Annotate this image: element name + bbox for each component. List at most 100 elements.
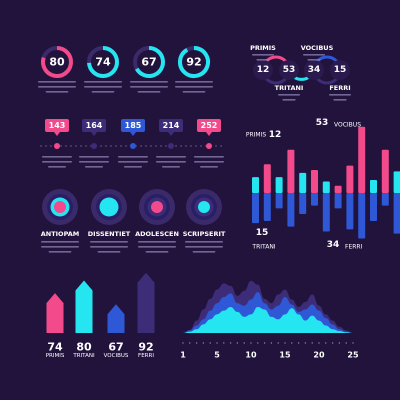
timeline-caption-line: [79, 161, 109, 163]
bar-annotation-label: VOCIBUS: [334, 122, 361, 129]
area-x-tick-label: 1: [180, 351, 186, 360]
link-node-label: FERRI: [329, 84, 350, 92]
area-tick-dot: [243, 342, 245, 344]
bar-annotation-label: TRITANI: [251, 244, 275, 251]
area-tick-dot: [304, 342, 307, 344]
timeline-value: 164: [86, 121, 103, 130]
bar-up: [275, 177, 283, 193]
bar-annotation-value: 53: [316, 118, 329, 128]
area-tick-dot: [189, 342, 191, 344]
timeline-caption-line: [42, 156, 72, 158]
bar-up: [370, 180, 377, 193]
area-tick-dot: [202, 342, 205, 344]
area-tick-dot: [284, 342, 286, 344]
bar-annotation-badge: [267, 127, 283, 143]
bar-annotation-value: 34: [327, 240, 340, 250]
timeline-badge-pointer: [168, 132, 174, 136]
timeline-dot: [130, 143, 136, 149]
donut-arc: [178, 46, 210, 78]
timeline-caption-line: [200, 166, 218, 168]
target-caption-line: [41, 241, 79, 243]
bar-up: [299, 172, 307, 193]
donut-caption-line: [45, 91, 69, 93]
bar-annotation-value: 12: [269, 130, 282, 140]
bar-up: [334, 185, 342, 193]
target-label: DISSENTIET: [88, 230, 131, 238]
timeline-value: 214: [163, 121, 180, 130]
target-caption-line: [138, 246, 176, 248]
donut-value: 67: [141, 56, 156, 69]
arrow-bar-label: VOCIBUS: [104, 353, 129, 359]
arrow-bar: [107, 304, 125, 333]
timeline-value: 143: [49, 121, 66, 130]
donut-caption-line: [137, 91, 161, 93]
arrow-bar-label: PRIMIS: [46, 353, 65, 359]
donut-value: 74: [95, 56, 111, 69]
bar-annotation-badge: [325, 237, 341, 253]
bar-annotation-badge: [314, 115, 330, 131]
timeline-caption-line: [118, 156, 148, 158]
bar-down: [263, 193, 271, 221]
bar-down: [252, 193, 259, 224]
target-core: [54, 201, 66, 213]
timeline-caption-line: [156, 161, 186, 163]
link-caption-line: [303, 54, 325, 56]
link-node-value: 15: [334, 65, 347, 75]
donut-caption-line: [175, 81, 213, 83]
timeline-caption-line: [118, 161, 148, 163]
area-x-tick-label: 15: [279, 351, 291, 360]
timeline-badge: [197, 119, 221, 132]
area-tick-dot: [195, 342, 198, 344]
area-tick-dot: [182, 342, 184, 344]
area-tick-dot: [257, 342, 259, 344]
timeline-caption-line: [79, 156, 109, 158]
timeline-badge-pointer: [54, 132, 60, 136]
bar-up: [358, 126, 366, 193]
area-tick-dot: [223, 342, 225, 344]
bar-down: [334, 193, 342, 209]
timeline-badge: [121, 119, 145, 132]
area-tick-dot: [209, 342, 211, 344]
area-tick-dot: [291, 342, 293, 344]
timeline-caption-line: [156, 156, 186, 158]
donut-caption-line: [84, 81, 122, 83]
area-tick-dot: [318, 342, 320, 344]
timeline-caption-line: [48, 166, 66, 168]
timeline-badge: [45, 119, 69, 132]
arrow-bar-label: FERRI: [138, 353, 154, 359]
link-node: [279, 60, 299, 80]
arrow-bar-value: 92: [138, 341, 153, 354]
donut-caption-line: [175, 86, 213, 88]
timeline-caption-line: [85, 166, 103, 168]
area-x-tick-label: 25: [347, 351, 359, 360]
arrow-bar: [137, 272, 155, 333]
bar-down: [393, 193, 400, 234]
timeline-caption-line: [162, 166, 180, 168]
target-caption-line: [185, 246, 223, 248]
area-x-tick-label: 10: [245, 351, 257, 360]
donut-caption-line: [130, 81, 168, 83]
area-tick-dot: [229, 342, 232, 344]
timeline-caption-line: [42, 161, 72, 163]
bar-down: [311, 193, 318, 206]
area-tick-dot: [331, 342, 334, 344]
target-label: ADOLESCEN: [135, 230, 179, 238]
timeline-dot: [168, 143, 174, 149]
link-caption-line: [278, 94, 300, 96]
link-node-label: PRIMIS: [250, 44, 276, 52]
bar-annotation-value: 15: [256, 228, 269, 238]
link-node-label: VOCIBUS: [301, 44, 334, 52]
area-x-tick-label: 20: [313, 351, 325, 360]
area-tick-dot: [277, 342, 279, 344]
bar-up: [252, 177, 259, 193]
link-node-value: 12: [257, 65, 270, 75]
bar-up: [346, 165, 354, 193]
bar-annotation-label: PRIMIS: [246, 132, 267, 139]
target-caption-line: [185, 241, 223, 243]
donut-caption-line: [182, 91, 206, 93]
donut-arc: [41, 46, 73, 78]
arrow-bar-label: TRITANI: [72, 353, 95, 359]
link-caption-line: [329, 94, 351, 96]
bar-up: [287, 149, 295, 193]
link-node: [330, 60, 350, 80]
